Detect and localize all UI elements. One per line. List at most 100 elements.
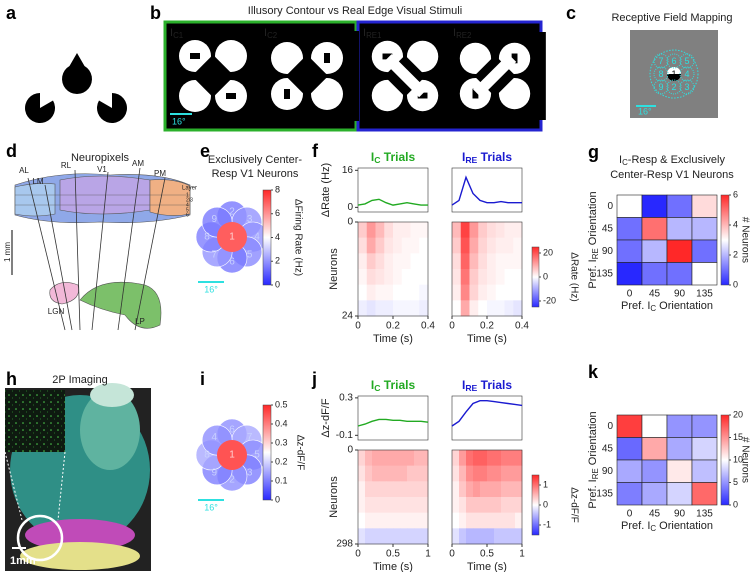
subscript: RE1 <box>366 31 382 40</box>
matrix-cell <box>616 437 643 461</box>
rf-number: 2 <box>671 82 676 92</box>
panel-label: h <box>6 369 17 389</box>
heat-cell <box>386 512 394 529</box>
heat-cell <box>480 528 488 545</box>
text: I <box>462 378 465 392</box>
heat-cell <box>515 497 523 513</box>
patch-number: 6 <box>229 425 235 436</box>
y-tick-label: 16 <box>342 165 354 176</box>
heat-cell <box>494 450 502 466</box>
heat-cell <box>400 465 408 482</box>
heat-cell <box>384 284 394 301</box>
x-axis-label: Time (s) <box>373 561 413 572</box>
colorbar-label: ΔFiring Rate (Hz) <box>292 199 303 276</box>
stimulus-label: IC1 <box>170 27 184 40</box>
heat-cell <box>372 465 380 482</box>
heat-cell <box>501 481 509 498</box>
heat-cell <box>466 450 474 466</box>
patch-number: 8 <box>204 232 210 243</box>
heat-cell <box>358 481 366 498</box>
area-label: PM <box>154 169 166 178</box>
heat-cell <box>393 269 403 285</box>
heat-cell <box>487 512 495 529</box>
heat-cell <box>495 237 505 254</box>
x-tick-label: 0.5 <box>386 549 400 560</box>
heat-cell <box>473 465 481 482</box>
heat-cell <box>452 269 462 285</box>
heat-cell <box>372 450 380 466</box>
heat-cell <box>487 284 497 301</box>
y-tick-label: 0 <box>347 445 353 456</box>
matrix-cell <box>641 262 668 286</box>
colorbar-tick-label: 0.4 <box>275 418 288 428</box>
heat-cell <box>495 284 505 301</box>
rf-number: 1 <box>671 69 676 79</box>
heat-cell <box>494 528 502 545</box>
heat-cell <box>421 528 429 545</box>
label: Pref. IRE Orientation <box>587 191 600 288</box>
colorbar <box>720 414 730 506</box>
heat-cell <box>372 481 380 498</box>
heat-cell <box>414 512 422 529</box>
rf-patch <box>653 53 669 69</box>
matrix-cell <box>641 239 668 263</box>
heat-cell <box>358 284 368 301</box>
heat-cell <box>414 481 422 498</box>
heat-cell <box>358 512 366 529</box>
matrix-cell <box>616 194 643 218</box>
heat-cell <box>452 284 462 301</box>
colorbar-label: # Neurons <box>739 217 750 263</box>
colorbar-tick-label: 0 <box>275 279 280 289</box>
text: Trials <box>380 150 415 164</box>
heat-cell <box>365 465 373 482</box>
layer-title: Layer <box>182 186 197 192</box>
matrix-cell <box>641 217 668 241</box>
heat-cell <box>487 222 497 238</box>
panel-label: k <box>588 362 599 382</box>
area-label: V1 <box>97 165 107 174</box>
heat-cell <box>473 497 481 513</box>
colorbar-tick-label: 0.5 <box>275 399 288 409</box>
label: Pref. IC Orientation <box>621 520 713 533</box>
heat-cell <box>379 512 387 529</box>
heat-cell <box>478 253 488 270</box>
matrix-cell <box>666 482 693 506</box>
heat-cell <box>480 450 488 466</box>
y-tick-label: 0 <box>347 202 353 213</box>
patch-number: 9 <box>212 467 218 478</box>
heat-cell <box>480 481 488 498</box>
patch-number: 1 <box>229 232 235 243</box>
heat-cell <box>421 450 429 466</box>
colorbar-tick-label: 0 <box>543 271 548 281</box>
area-label: AM <box>132 159 144 168</box>
colorbar-tick-label: 1 <box>543 479 548 489</box>
matrix-cell <box>616 239 643 263</box>
x-tick-label: 0 <box>449 321 455 332</box>
x-tick-label: 0 <box>627 509 633 520</box>
matrix-cell <box>666 194 693 218</box>
heat-cell <box>358 269 368 285</box>
panel-label: d <box>6 141 17 161</box>
trace-axes <box>357 395 429 441</box>
rf-number: 8 <box>658 69 663 79</box>
text: Pref. I <box>587 259 599 288</box>
heat-cell <box>459 465 467 482</box>
neuropixels-diagram <box>11 167 191 331</box>
heat-cell <box>386 528 394 545</box>
patch-number: 3 <box>247 214 253 225</box>
heat-cell <box>508 481 516 498</box>
heat-cell <box>504 237 514 254</box>
scale-label: 1 mm <box>3 242 12 262</box>
label: IC-Resp & Exclusively <box>619 154 725 167</box>
area-label: RL <box>61 161 72 170</box>
x-tick-label: 135 <box>696 509 713 520</box>
trace <box>357 418 429 427</box>
heat-cell <box>407 450 415 466</box>
colorbar-tick-label: 6 <box>275 208 280 218</box>
heat-cell <box>452 222 462 238</box>
heat-cell <box>393 222 403 238</box>
heat-cell <box>393 237 403 254</box>
matrix-cell <box>616 262 643 286</box>
label: Pref. IC Orientation <box>621 300 713 313</box>
subscript: C2 <box>267 31 277 40</box>
